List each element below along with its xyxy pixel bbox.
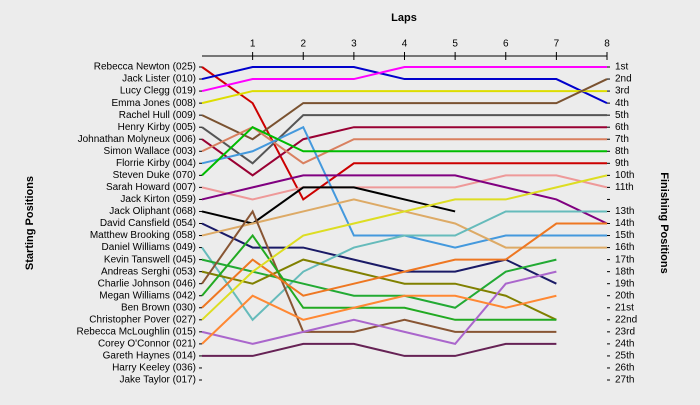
start-label: Florrie Kirby (004): [116, 158, 196, 169]
finish-label: 2nd: [615, 74, 632, 85]
start-label: Charlie Johnson (046): [98, 278, 196, 289]
finish-label: 17th: [615, 254, 634, 265]
finish-label: 21st: [615, 302, 634, 313]
position-line: [201, 126, 607, 165]
start-label: Emma Jones (008): [112, 98, 196, 109]
start-label: Lucy Clegg (019): [120, 86, 196, 97]
finish-label: 10th: [615, 170, 634, 181]
position-line: [201, 294, 557, 345]
start-label: Christopher Pover (027): [89, 314, 196, 325]
start-label: Jack Kirton (059): [120, 194, 196, 205]
x-tick-label: 8: [604, 39, 610, 50]
finish-label: 15th: [615, 230, 634, 241]
start-label: Jack Lister (010): [122, 74, 196, 85]
position-line: [201, 126, 607, 177]
start-label: Rebecca McLoughlin (015): [76, 326, 196, 337]
position-line: [201, 114, 607, 165]
finish-label: 26th: [615, 363, 634, 374]
start-label: Rachel Hull (009): [119, 110, 196, 121]
x-tick-label: 6: [503, 39, 509, 50]
x-tick-label: 5: [452, 39, 458, 50]
position-line: [201, 258, 557, 309]
chart-title: Laps: [391, 12, 417, 24]
finish-label: 1st: [615, 62, 629, 73]
start-label: Sarah Howard (007): [106, 182, 196, 193]
finish-label: 25th: [615, 351, 634, 362]
position-line: [201, 174, 608, 321]
finish-label: 22nd: [615, 314, 637, 325]
y2-axis-label: Finishing Positions: [658, 172, 670, 273]
position-line: [201, 174, 608, 201]
position-line: [201, 90, 607, 105]
position-line: [201, 174, 608, 225]
finish-label: 3rd: [615, 86, 629, 97]
finish-label: 20th: [615, 290, 634, 301]
start-label: Gareth Haynes (014): [103, 351, 196, 362]
position-line: [201, 186, 456, 225]
x-tick-label: 2: [300, 39, 306, 50]
x-tick-label: 1: [250, 39, 256, 50]
finish-label: 16th: [615, 242, 634, 253]
finish-label: 4th: [615, 98, 629, 109]
finish-label: 9th: [615, 158, 629, 169]
start-label: Jack Oliphant (068): [109, 206, 196, 217]
finish-label: 27th: [615, 375, 634, 386]
start-label: Kevin Tanswell (045): [104, 254, 196, 265]
position-line: [201, 125, 607, 177]
start-label: David Cansfield (054): [100, 218, 196, 229]
position-line: [201, 233, 557, 321]
position-line: [201, 66, 607, 93]
position-line: [201, 78, 608, 141]
finish-label: 19th: [615, 278, 634, 289]
finish-label: 13th: [615, 206, 634, 217]
start-label: Steven Duke (070): [113, 170, 196, 181]
finish-label: 23rd: [615, 326, 635, 337]
position-line: [201, 198, 607, 249]
finish-label: 8th: [615, 146, 629, 157]
finish-label: 24th: [615, 339, 634, 350]
position-line: [201, 66, 608, 105]
start-label: Henry Kirby (005): [118, 122, 196, 133]
start-label: Harry Keeley (036): [112, 363, 196, 374]
finish-label: 18th: [615, 266, 634, 277]
x-tick-label: 4: [402, 39, 408, 50]
start-label: Jake Taylor (017): [119, 375, 196, 386]
finish-label: 5th: [615, 110, 629, 121]
position-line: [201, 222, 607, 309]
position-line: [201, 270, 557, 346]
x-tick-label: 3: [351, 39, 357, 50]
finish-label: 7th: [615, 134, 629, 145]
start-label: Rebecca Newton (025): [94, 62, 196, 73]
start-label: Matthew Brooking (058): [90, 230, 196, 241]
start-label: Simon Wallace (003): [104, 146, 196, 157]
start-label: Daniel Williams (049): [102, 242, 196, 253]
start-label: Corey O'Connor (021): [98, 339, 196, 350]
start-label: Ben Brown (030): [121, 302, 196, 313]
finish-label: 14th: [615, 218, 634, 229]
start-label: Andreas Serghi (053): [101, 266, 196, 277]
finish-label: 11th: [615, 182, 634, 193]
finish-label: 6th: [615, 122, 629, 133]
y-axis-label: Starting Positions: [24, 176, 36, 270]
start-label: Johnathan Molyneux (006): [78, 134, 196, 145]
start-label: Megan Williams (042): [99, 290, 196, 301]
position-line: [202, 342, 557, 357]
x-tick-label: 7: [554, 39, 560, 50]
